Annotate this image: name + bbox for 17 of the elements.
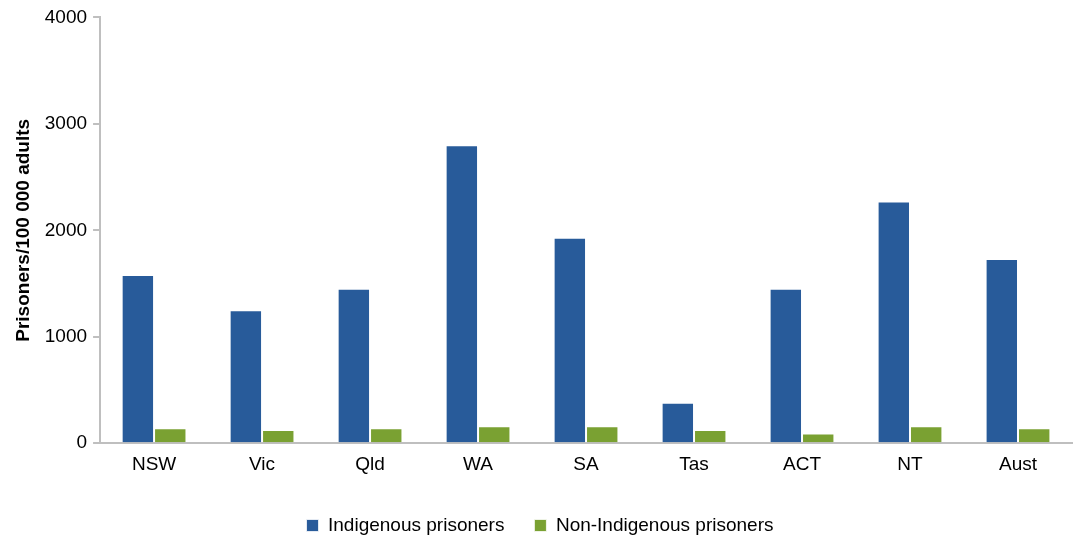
x-tick-label: NSW [131, 452, 177, 474]
y-tick-label: 0 [76, 431, 88, 453]
y-tick-label: 1000 [44, 324, 88, 346]
legend-label: Indigenous prisoners [328, 513, 505, 535]
legend-label: Non-Indigenous prisoners [555, 513, 774, 535]
x-tick-label: Aust [998, 452, 1038, 474]
x-tick-label: NT [897, 452, 924, 474]
x-tick-label: SA [573, 452, 600, 474]
x-tick-label: Vic [249, 452, 276, 474]
x-tick-label: Tas [679, 452, 709, 474]
x-tick-label: ACT [783, 452, 822, 474]
y-axis-title: Prisoners/100 000 adults [11, 118, 33, 342]
x-tick-label: Qld [355, 452, 385, 474]
y-tick-label: 2000 [44, 218, 88, 240]
x-tick-label: WA [463, 452, 494, 474]
y-tick-label: 4000 [44, 5, 88, 27]
y-tick-label: 3000 [44, 112, 88, 134]
